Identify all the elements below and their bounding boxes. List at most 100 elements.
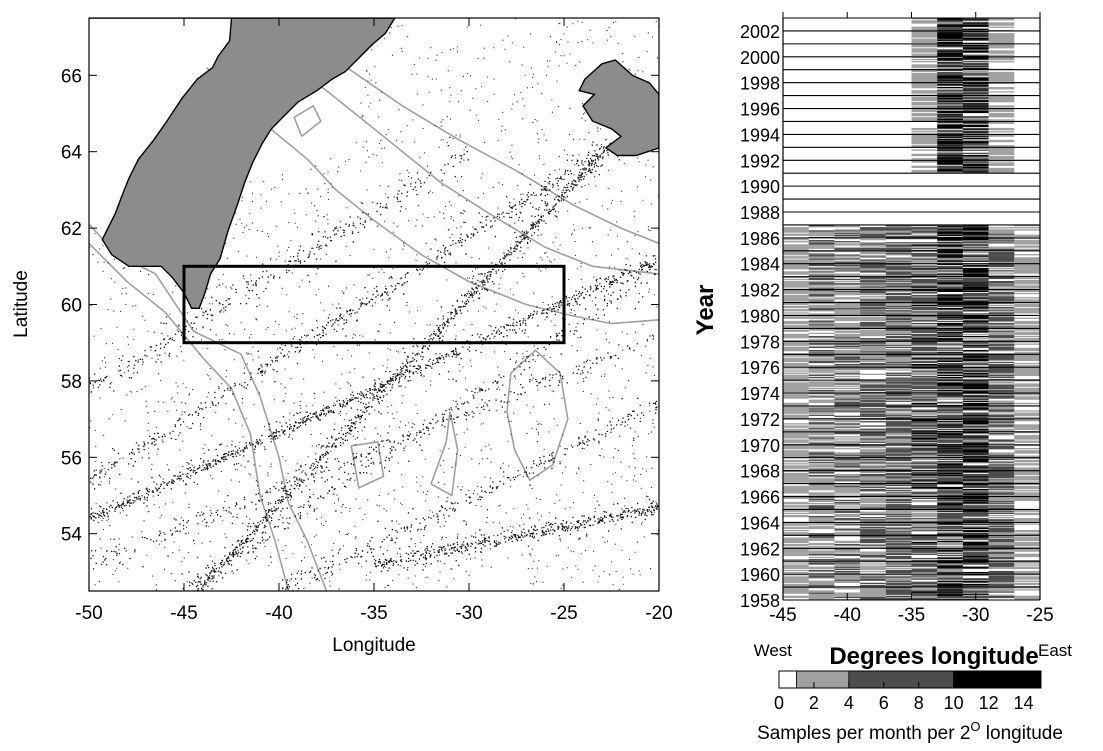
heatmap-cell — [1014, 229, 1040, 231]
heatmap-cell — [1014, 578, 1040, 580]
heatmap-cell — [783, 578, 809, 580]
heatmap-cell — [911, 591, 938, 593]
heatmap-cell — [783, 357, 809, 359]
heatmap-cell — [860, 394, 886, 396]
heatmap-cell — [911, 538, 938, 540]
heatmap-cell — [1014, 512, 1040, 515]
heatmap-cell — [911, 449, 938, 451]
heatmap-cell — [962, 500, 989, 503]
heatmap-cell — [834, 357, 861, 359]
heatmap-cell — [911, 97, 938, 100]
heatmap-cell — [911, 372, 938, 374]
heatmap-cell — [860, 591, 886, 593]
heatmap-cell — [860, 504, 886, 506]
heatmap-cell — [937, 34, 963, 36]
heatmap-cell — [834, 407, 861, 409]
heatmap-cell — [911, 269, 938, 271]
heatmap-cell — [1014, 470, 1040, 472]
heatmap-cell — [834, 344, 861, 346]
heatmap-cell — [988, 357, 1015, 359]
heatmap-cell — [783, 402, 809, 405]
heatmap-cell — [808, 569, 835, 572]
heatmap-cell — [988, 583, 1015, 586]
heatmap-cell — [962, 453, 989, 455]
heatmap-cell — [962, 260, 989, 262]
heatmap-cell — [808, 240, 835, 242]
heatmap-cell — [911, 454, 938, 456]
heatmap-cell — [783, 342, 809, 344]
heatmap-cell — [885, 278, 912, 281]
heatmap-cell — [911, 386, 938, 388]
heatmap-cell — [988, 393, 1015, 395]
heatmap-cell — [834, 426, 861, 428]
heatmap-cell — [885, 303, 912, 305]
heatmap-cell — [808, 583, 835, 586]
heatmap-cell — [988, 497, 1015, 499]
heatmap-cell — [834, 397, 861, 399]
heatmap-cell — [962, 74, 989, 76]
heatmap-cell — [808, 285, 835, 287]
heatmap-cell — [783, 510, 809, 512]
heatmap-cell — [988, 556, 1015, 559]
heatmap-cell — [962, 425, 989, 427]
heatmap-cell — [962, 23, 989, 25]
heatmap-cell — [834, 278, 861, 281]
heatmap-cell — [860, 401, 886, 404]
heatmap-cell — [885, 439, 912, 441]
heatmap-cell — [937, 238, 963, 241]
heatmap-cell — [885, 276, 912, 278]
heatmap-cell — [860, 410, 886, 412]
heatmap-cell — [834, 250, 861, 253]
heatmap-cell — [783, 341, 809, 343]
heatmap-cell — [1014, 463, 1040, 465]
heatmap-cell — [1014, 287, 1040, 289]
heatmap-cell — [988, 71, 1015, 74]
heatmap-cell — [783, 300, 809, 302]
heatmap-cell — [962, 388, 989, 391]
heatmap-cell — [988, 164, 1015, 166]
heatmap-cell — [860, 339, 886, 341]
heatmap-cell — [911, 319, 938, 322]
heatmap-cell — [911, 82, 938, 84]
heatmap-cell — [937, 396, 963, 398]
heatmap-cell — [962, 324, 989, 326]
heatmap-cell — [911, 320, 938, 323]
heatmap-cell — [911, 494, 938, 496]
heatmap-cell — [911, 104, 938, 106]
heatmap-cell — [962, 571, 989, 574]
heatmap-panel: -45 -40 -35 -30 -25 195819601962196419661968… — [692, 12, 1072, 670]
heatmap-cell — [1014, 384, 1040, 386]
heatmap-cell — [937, 89, 963, 91]
heatmap-cell — [911, 568, 938, 571]
heatmap-cell — [962, 116, 989, 118]
heatmap-cell — [808, 538, 835, 540]
heatmap-cell — [885, 483, 912, 485]
heatmap-cell — [834, 351, 861, 353]
heatmap-cell — [860, 556, 886, 559]
heatmap-cell — [911, 255, 938, 257]
heatmap-cell — [988, 425, 1015, 427]
heatmap-cell — [834, 298, 861, 300]
heatmap-cell — [808, 492, 835, 494]
heatmap-cell — [834, 394, 861, 396]
heatmap-cell — [962, 543, 989, 546]
heatmap-cell — [1014, 440, 1040, 442]
heatmap-cell — [1014, 533, 1040, 535]
heatmap-cell — [834, 496, 861, 498]
heatmap-cell — [885, 258, 912, 260]
heatmap-cell — [988, 535, 1015, 537]
heatmap-cell — [911, 424, 938, 426]
heatmap-cell — [988, 312, 1015, 314]
heatmap-cell — [783, 416, 809, 419]
heatmap-cell — [988, 373, 1015, 375]
heatmap-cell — [808, 264, 835, 267]
heatmap-cell — [783, 480, 809, 482]
heatmap-cell — [962, 380, 989, 382]
heatmap-cell — [1014, 554, 1040, 557]
heatmap-cell — [834, 307, 861, 310]
heatmap-cell — [783, 452, 809, 454]
heatmap-cell — [834, 356, 861, 358]
heatmap-cell — [783, 349, 809, 352]
heatmap-cell — [834, 375, 861, 378]
heatmap-cell — [834, 486, 861, 489]
